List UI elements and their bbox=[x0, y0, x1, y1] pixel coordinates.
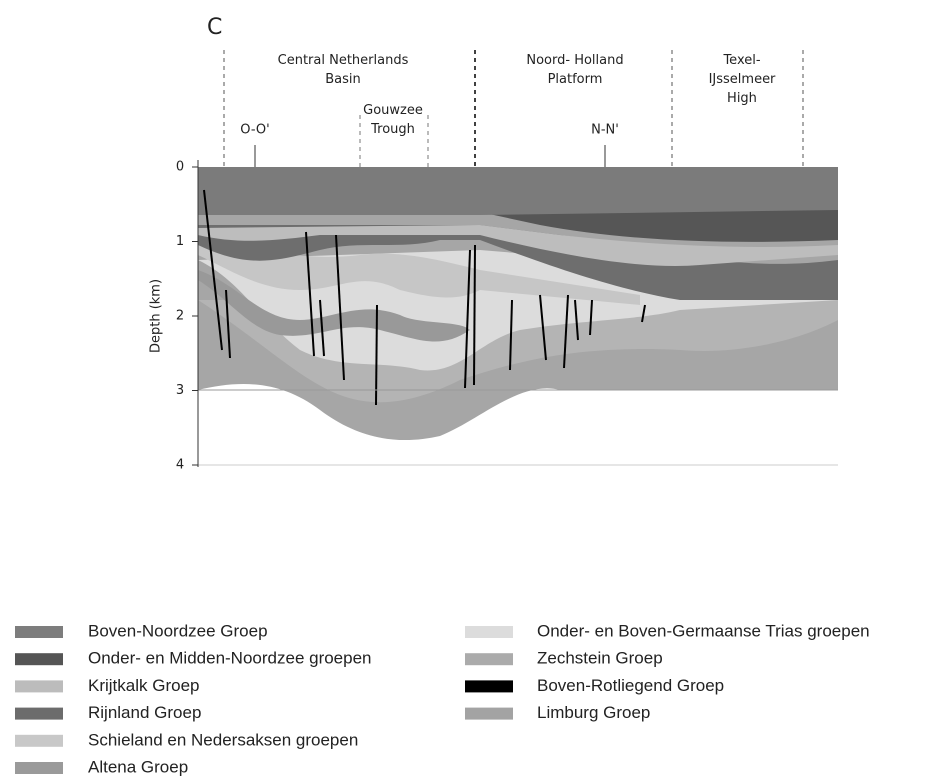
fault bbox=[375, 304, 378, 406]
section-marker: N-N' bbox=[591, 123, 619, 138]
y-tick-label: 4 bbox=[176, 458, 184, 473]
fault bbox=[464, 249, 471, 389]
y-tick-label: 1 bbox=[176, 234, 184, 249]
legend-swatch bbox=[15, 626, 63, 638]
legend-label: Rijnland Groep bbox=[88, 703, 201, 722]
layer-altena bbox=[198, 270, 470, 342]
fault bbox=[225, 289, 231, 359]
y-tick-label: 2 bbox=[176, 309, 184, 324]
layer-onder-midden-noordzee bbox=[198, 205, 838, 242]
fault bbox=[319, 299, 325, 357]
legend-label: Schieland en Nedersaksen groepen bbox=[88, 730, 358, 749]
fault bbox=[509, 299, 513, 371]
legend-swatch bbox=[465, 653, 513, 666]
legend-label: Onder- en Midden-Noordzee groepen bbox=[88, 649, 372, 668]
fault bbox=[589, 299, 593, 336]
legend-swatch bbox=[465, 626, 513, 638]
legend-label: Altena Groep bbox=[88, 757, 188, 776]
fault bbox=[574, 299, 579, 341]
region-label: Central Netherlands Basin bbox=[278, 53, 409, 87]
legend-swatch bbox=[465, 680, 513, 693]
faults bbox=[203, 189, 646, 406]
region-label: Gouwzee Trough bbox=[363, 103, 423, 137]
legend-label: Limburg Groep bbox=[537, 703, 650, 722]
legend-swatch bbox=[15, 762, 63, 774]
legend-label: Boven-Rotliegend Groep bbox=[537, 676, 724, 695]
axis-label: Depth (km) bbox=[149, 279, 164, 353]
fault bbox=[539, 294, 547, 361]
legend-label: Boven-Noordzee Groep bbox=[88, 621, 268, 640]
fault bbox=[203, 189, 223, 351]
region-label: Noord- Holland Platform bbox=[526, 53, 623, 87]
y-tick-label: 3 bbox=[176, 383, 184, 398]
fault bbox=[305, 231, 315, 357]
cross-section bbox=[198, 167, 838, 441]
legend-swatch bbox=[465, 707, 513, 720]
legend-swatch bbox=[15, 707, 63, 720]
legend-swatch bbox=[15, 653, 63, 666]
region-label: Texel-IJsselmeer High bbox=[709, 53, 776, 106]
panel-label: C bbox=[207, 15, 222, 40]
y-tick-label: 0 bbox=[176, 160, 184, 175]
legend-swatch bbox=[15, 680, 63, 693]
fault bbox=[563, 294, 569, 369]
legend-label: Zechstein Groep bbox=[537, 649, 663, 668]
legend-label: Onder- en Boven-Germaanse Trias groepen bbox=[537, 621, 870, 640]
region-labels: Central Netherlands Basin Gouwzee Trough Noo… bbox=[278, 53, 776, 137]
layer-boven-noordzee bbox=[198, 167, 838, 215]
layer-krijtkalk bbox=[198, 225, 838, 266]
legend-label: Krijtkalk Groep bbox=[88, 676, 199, 695]
legend-swatch bbox=[15, 734, 63, 747]
fault bbox=[473, 244, 476, 386]
legend: Boven-Noordzee Groep Onder- en Midden-Noo… bbox=[15, 621, 870, 776]
layer-rijnland bbox=[198, 225, 838, 300]
section-marker: O-O' bbox=[240, 123, 269, 138]
fault bbox=[641, 304, 646, 323]
fault bbox=[335, 234, 345, 381]
y-ticks: 0 1 2 3 4 bbox=[176, 160, 198, 473]
